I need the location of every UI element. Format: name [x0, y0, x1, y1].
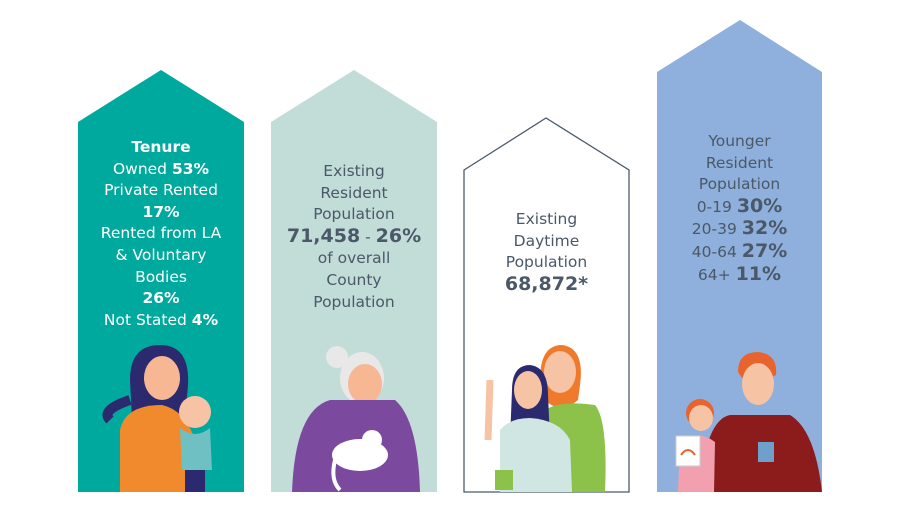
- age-value: 32%: [741, 217, 788, 240]
- daytime-line2: Daytime: [513, 231, 580, 250]
- age-row: 40-64 27%: [657, 239, 822, 264]
- resident-text: Existing Resident Population 71,458 - 26…: [271, 161, 437, 313]
- owned-label: Owned: [112, 159, 168, 178]
- house-younger: [657, 20, 822, 492]
- age-row: 64+ 11%: [657, 262, 822, 287]
- la-label-3: Bodies: [135, 267, 187, 286]
- resident-line6: Population: [313, 292, 395, 311]
- younger-line1: Younger: [708, 132, 771, 150]
- not-stated-value: 4%: [191, 310, 219, 329]
- age-row: 20-39 32%: [657, 218, 822, 241]
- resident-percent: 26%: [375, 224, 422, 247]
- la-label-1: Rented from LA: [100, 224, 222, 243]
- not-stated-label: Not Stated: [103, 310, 187, 329]
- resident-value: 71,458: [286, 224, 361, 247]
- private-value: 17%: [142, 202, 180, 221]
- age-row: 0-19 30%: [657, 194, 822, 219]
- daytime-line1: Existing: [515, 210, 578, 228]
- mother-baby-icon: [102, 345, 212, 492]
- house-tenure: [78, 70, 244, 492]
- couple-icon: [484, 345, 606, 492]
- daytime-text: Existing Daytime Population 68,872*: [464, 209, 629, 296]
- house-daytime: [463, 117, 630, 493]
- resident-line4: of overall: [317, 249, 391, 268]
- resident-line2: Resident: [320, 183, 388, 202]
- daytime-line3: Population: [505, 253, 588, 272]
- owned-value: 53%: [171, 159, 210, 178]
- grandmother-cat-icon: [292, 346, 420, 492]
- resident-sep: -: [365, 227, 371, 246]
- younger-text: Younger Resident Population 0-19 30% 20-…: [657, 131, 822, 286]
- la-value: 26%: [142, 289, 180, 308]
- tenure-text: Tenure Owned 53% Private Rented 17% Rent…: [78, 137, 244, 331]
- tenure-title: Tenure: [131, 138, 191, 156]
- age-range: 20-39: [691, 220, 737, 239]
- la-label-2: & Voluntary: [115, 245, 207, 264]
- age-value: 11%: [735, 262, 782, 285]
- daytime-value: 68,872*: [504, 272, 589, 295]
- house-resident: [271, 70, 437, 492]
- younger-line3: Population: [698, 175, 781, 194]
- age-range: 40-64: [691, 242, 737, 261]
- age-value: 27%: [741, 239, 788, 262]
- age-range: 0-19: [696, 197, 732, 216]
- age-value: 30%: [736, 194, 783, 217]
- resident-line3: Population: [313, 205, 395, 224]
- resident-line1: Existing: [323, 162, 385, 180]
- younger-line2: Resident: [705, 153, 774, 172]
- father-child-icon: [675, 352, 822, 492]
- private-label: Private Rented: [104, 181, 218, 200]
- age-range: 64+: [697, 265, 731, 284]
- resident-line5: County: [326, 270, 382, 289]
